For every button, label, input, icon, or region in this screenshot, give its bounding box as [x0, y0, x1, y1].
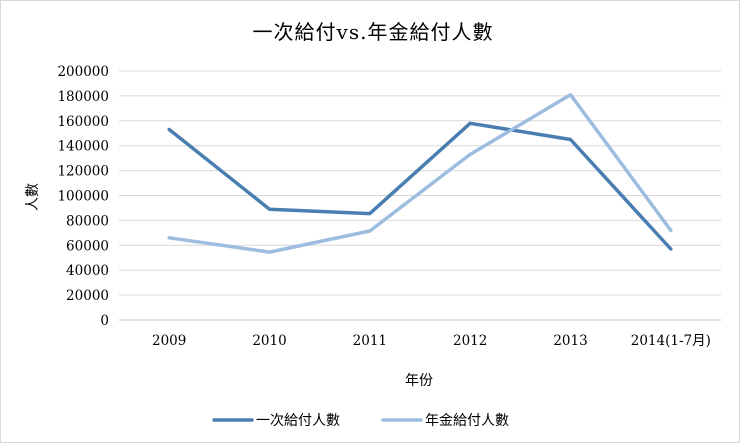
- y-tick-label: 60000: [66, 238, 109, 254]
- y-tick-label: 20000: [66, 288, 109, 304]
- y-axis-label: 人數: [25, 183, 41, 211]
- y-tick-label: 0: [100, 313, 109, 329]
- y-tick-label: 200000: [57, 64, 109, 80]
- x-tick-label: 2014(1-7月): [631, 333, 711, 349]
- series-line-2: [167, 92, 673, 254]
- x-tick-label: 2013: [553, 333, 587, 349]
- x-axis-ticks: 2009 2010 2011 2012 2013 2014(1-7月): [152, 333, 711, 349]
- y-axis-ticks: 0 20000 40000 60000 80000 100000 120000 140000 1…: [57, 64, 109, 329]
- chart-title: 一次給付vs.年金給付人數: [253, 20, 494, 44]
- series-line-1: [167, 121, 673, 251]
- y-tick-label: 140000: [57, 139, 109, 155]
- legend-label-1: 一次給付人數: [256, 413, 340, 429]
- y-tick-label: 180000: [57, 89, 109, 105]
- legend: 一次給付人數 年金給付人數: [212, 413, 509, 429]
- x-tick-label: 2011: [353, 333, 387, 349]
- grid: [119, 70, 721, 321]
- y-tick-label: 40000: [66, 263, 109, 279]
- legend-label-2: 年金給付人數: [425, 413, 509, 429]
- y-tick-label: 80000: [66, 213, 109, 229]
- y-tick-label: 100000: [57, 189, 109, 205]
- series-group: [167, 92, 673, 254]
- x-tick-label: 2010: [252, 333, 286, 349]
- x-tick-label: 2012: [453, 333, 487, 349]
- y-tick-label: 160000: [57, 114, 109, 130]
- x-axis-label: 年份: [405, 373, 433, 389]
- y-tick-label: 120000: [57, 164, 109, 180]
- x-tick-label: 2009: [152, 333, 186, 349]
